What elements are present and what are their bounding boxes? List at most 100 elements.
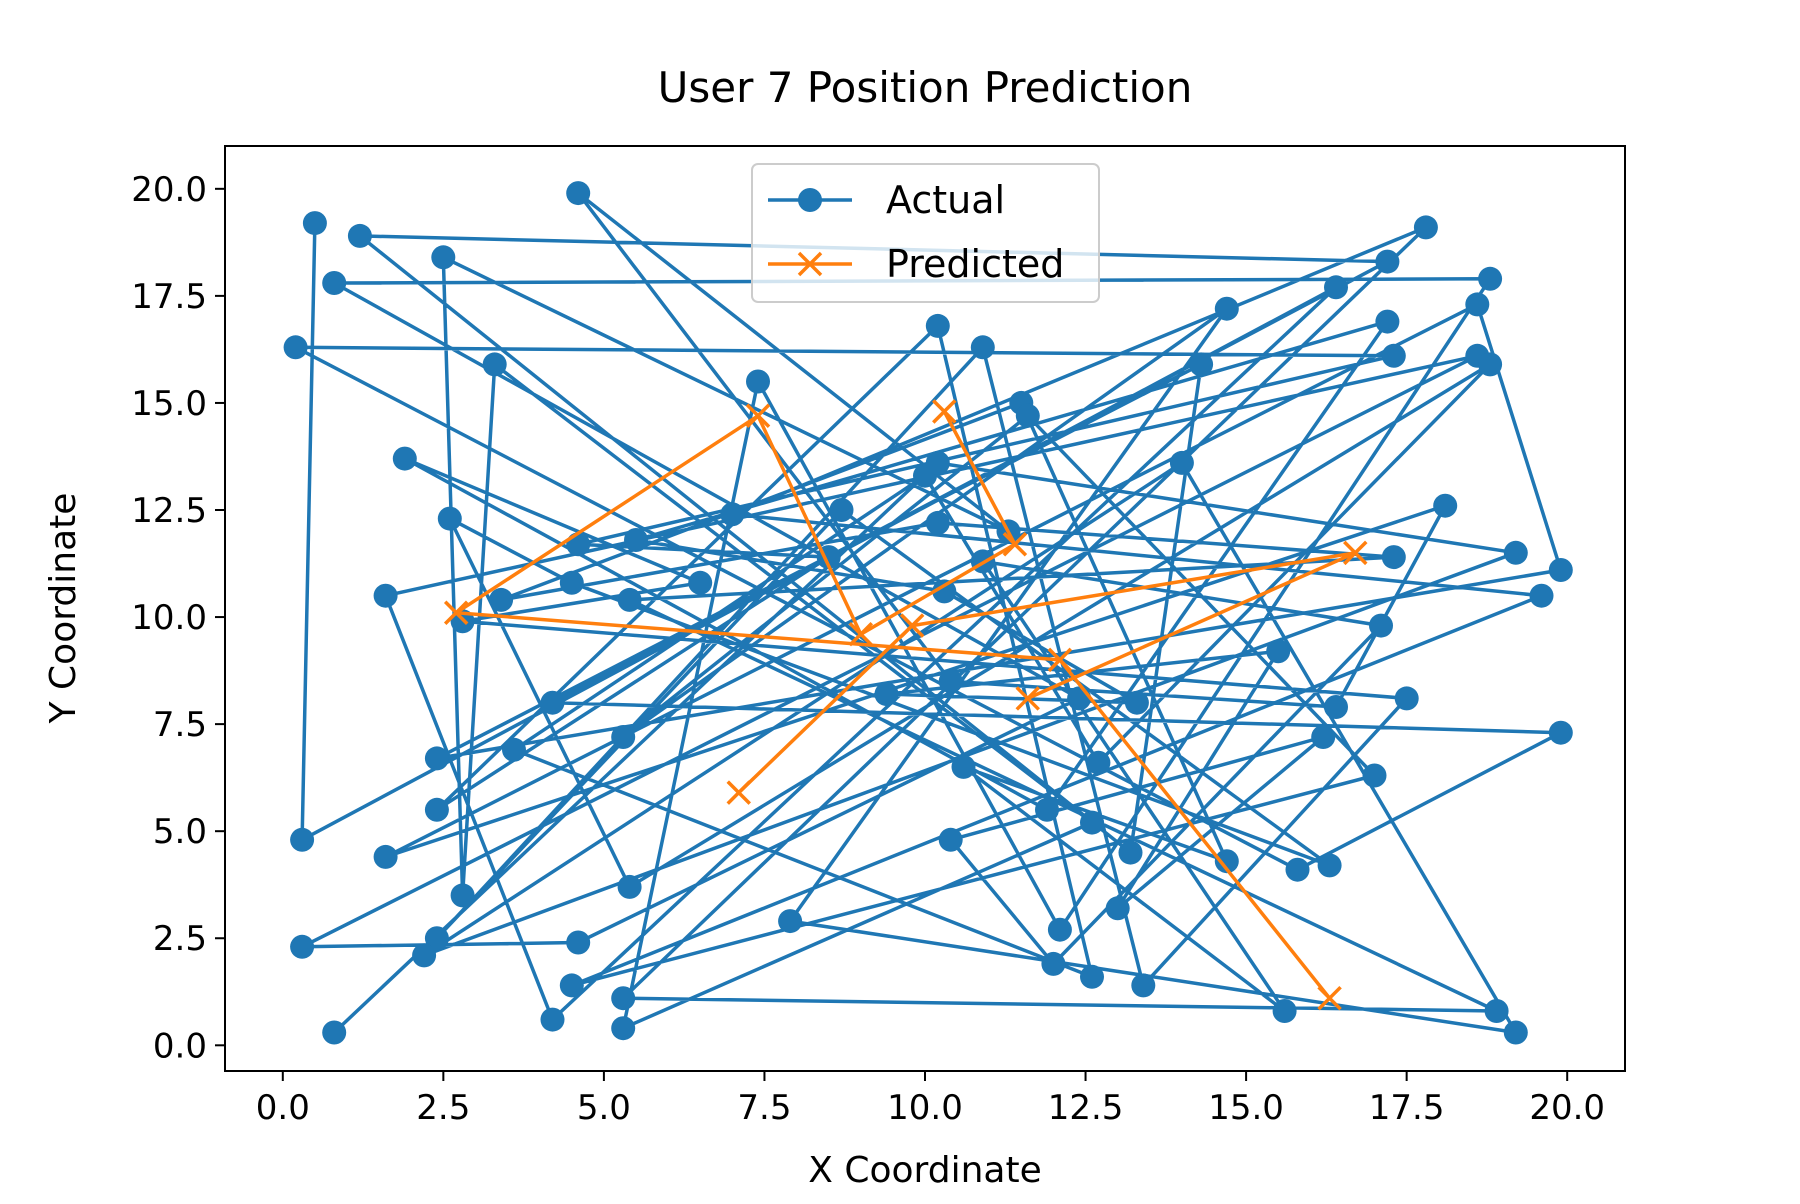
- x-axis-label: X Coordinate: [808, 1150, 1041, 1191]
- x-tick-label: 5.0: [577, 1088, 631, 1128]
- actual-point: [290, 827, 315, 852]
- actual-point: [617, 874, 642, 899]
- actual-point: [566, 181, 591, 206]
- actual-point: [566, 930, 591, 955]
- legend-actual-marker: [798, 188, 822, 212]
- actual-point: [1484, 999, 1509, 1023]
- x-tick-label: 10.0: [887, 1088, 963, 1128]
- actual-point: [450, 883, 475, 908]
- predicted-point: [443, 600, 469, 626]
- y-tick-label: 0.0: [153, 1026, 207, 1066]
- actual-point: [1015, 403, 1040, 428]
- actual-point: [1375, 309, 1400, 334]
- actual-point: [1548, 720, 1573, 745]
- actual-point: [874, 682, 899, 707]
- actual-point: [1041, 951, 1066, 976]
- predicted-point: [848, 621, 874, 647]
- actual-point: [1381, 343, 1406, 368]
- actual-point: [1394, 686, 1419, 711]
- actual-point: [611, 725, 636, 749]
- y-tick-label: 17.5: [131, 277, 207, 317]
- actual-point: [373, 844, 398, 869]
- actual-point: [1169, 450, 1194, 475]
- actual-point: [1086, 750, 1111, 775]
- actual-point: [1214, 849, 1239, 874]
- series-2-line: [737, 551, 1358, 794]
- actual-point: [688, 570, 713, 595]
- actual-point: [566, 532, 591, 557]
- chart-title: User 7 Position Prediction: [658, 63, 1193, 112]
- actual-point: [1035, 797, 1059, 822]
- actual-point: [932, 579, 957, 604]
- predicted-point: [1317, 985, 1342, 1011]
- actual-point: [1266, 639, 1291, 664]
- actual-point: [1375, 249, 1400, 274]
- actual-point: [925, 510, 950, 535]
- legend-predicted-marker: [797, 251, 823, 277]
- y-tick-label: 10.0: [131, 598, 207, 638]
- actual-point: [746, 369, 770, 394]
- actual-point: [1080, 964, 1104, 989]
- actual-point: [1324, 275, 1348, 300]
- actual-point: [290, 934, 315, 959]
- actual-point: [424, 746, 449, 771]
- actual-point: [951, 754, 976, 779]
- actual-point: [938, 669, 963, 694]
- actual-point: [1433, 493, 1458, 518]
- legend-predicted-label: Predicted: [886, 242, 1064, 286]
- actual-point: [1214, 296, 1239, 321]
- x-tick-label: 12.5: [1048, 1088, 1124, 1128]
- actual-point: [617, 587, 642, 612]
- predicted-point: [932, 399, 957, 424]
- x-tick-label: 20.0: [1529, 1088, 1605, 1128]
- actual-point: [1529, 583, 1554, 608]
- y-tick-label: 5.0: [153, 812, 207, 852]
- actual-point: [925, 450, 950, 475]
- series-2-point: [899, 613, 925, 638]
- actual-point: [1285, 857, 1310, 882]
- legend-actual-label: Actual: [886, 178, 1005, 222]
- actual-point: [1548, 558, 1573, 582]
- actual-point: [559, 973, 584, 998]
- y-axis: 0.0 2.5 5.0 7.5 10.0 12.5 15.0 17.5 20.0: [131, 170, 225, 1066]
- legend: Actual Predicted: [751, 163, 1100, 303]
- y-tick-label: 7.5: [153, 705, 207, 745]
- actual-point: [611, 1016, 636, 1041]
- actual-point: [1369, 613, 1393, 638]
- actual-point: [925, 313, 950, 338]
- x-tick-label: 17.5: [1369, 1088, 1445, 1128]
- actual-point: [559, 570, 584, 595]
- actual-point: [489, 587, 514, 612]
- actual-point: [424, 926, 449, 951]
- actual-point: [302, 211, 327, 236]
- actual-point: [1478, 266, 1503, 291]
- predicted-point: [745, 403, 771, 429]
- actual-point: [1047, 917, 1072, 942]
- actual-point: [437, 506, 462, 531]
- series-2-point: [726, 780, 751, 805]
- actual-point: [392, 446, 417, 471]
- series-2-point: [1343, 540, 1368, 566]
- x-tick-label: 15.0: [1208, 1088, 1284, 1128]
- actual-point: [1324, 695, 1348, 719]
- x-tick-label: 0.0: [256, 1088, 310, 1128]
- actual-point: [1118, 840, 1143, 865]
- actual-point: [1131, 973, 1156, 998]
- actual-point: [1381, 545, 1406, 570]
- actual-point: [1105, 896, 1130, 921]
- actual-point: [1465, 292, 1490, 317]
- actual-point: [1478, 352, 1503, 377]
- actual-point: [347, 223, 372, 248]
- actual-point: [829, 498, 854, 522]
- predicted-point: [1002, 532, 1028, 557]
- actual-point: [938, 827, 963, 852]
- y-axis-label: Y Coordinate: [43, 493, 84, 725]
- actual-point: [1503, 540, 1528, 565]
- actual-point: [502, 737, 526, 762]
- x-tick-label: 7.5: [737, 1088, 791, 1128]
- actual-point: [322, 271, 347, 295]
- actual-point: [1080, 810, 1104, 835]
- actual-point: [283, 335, 308, 360]
- predicted-point: [1047, 647, 1073, 673]
- actual-point: [431, 245, 456, 270]
